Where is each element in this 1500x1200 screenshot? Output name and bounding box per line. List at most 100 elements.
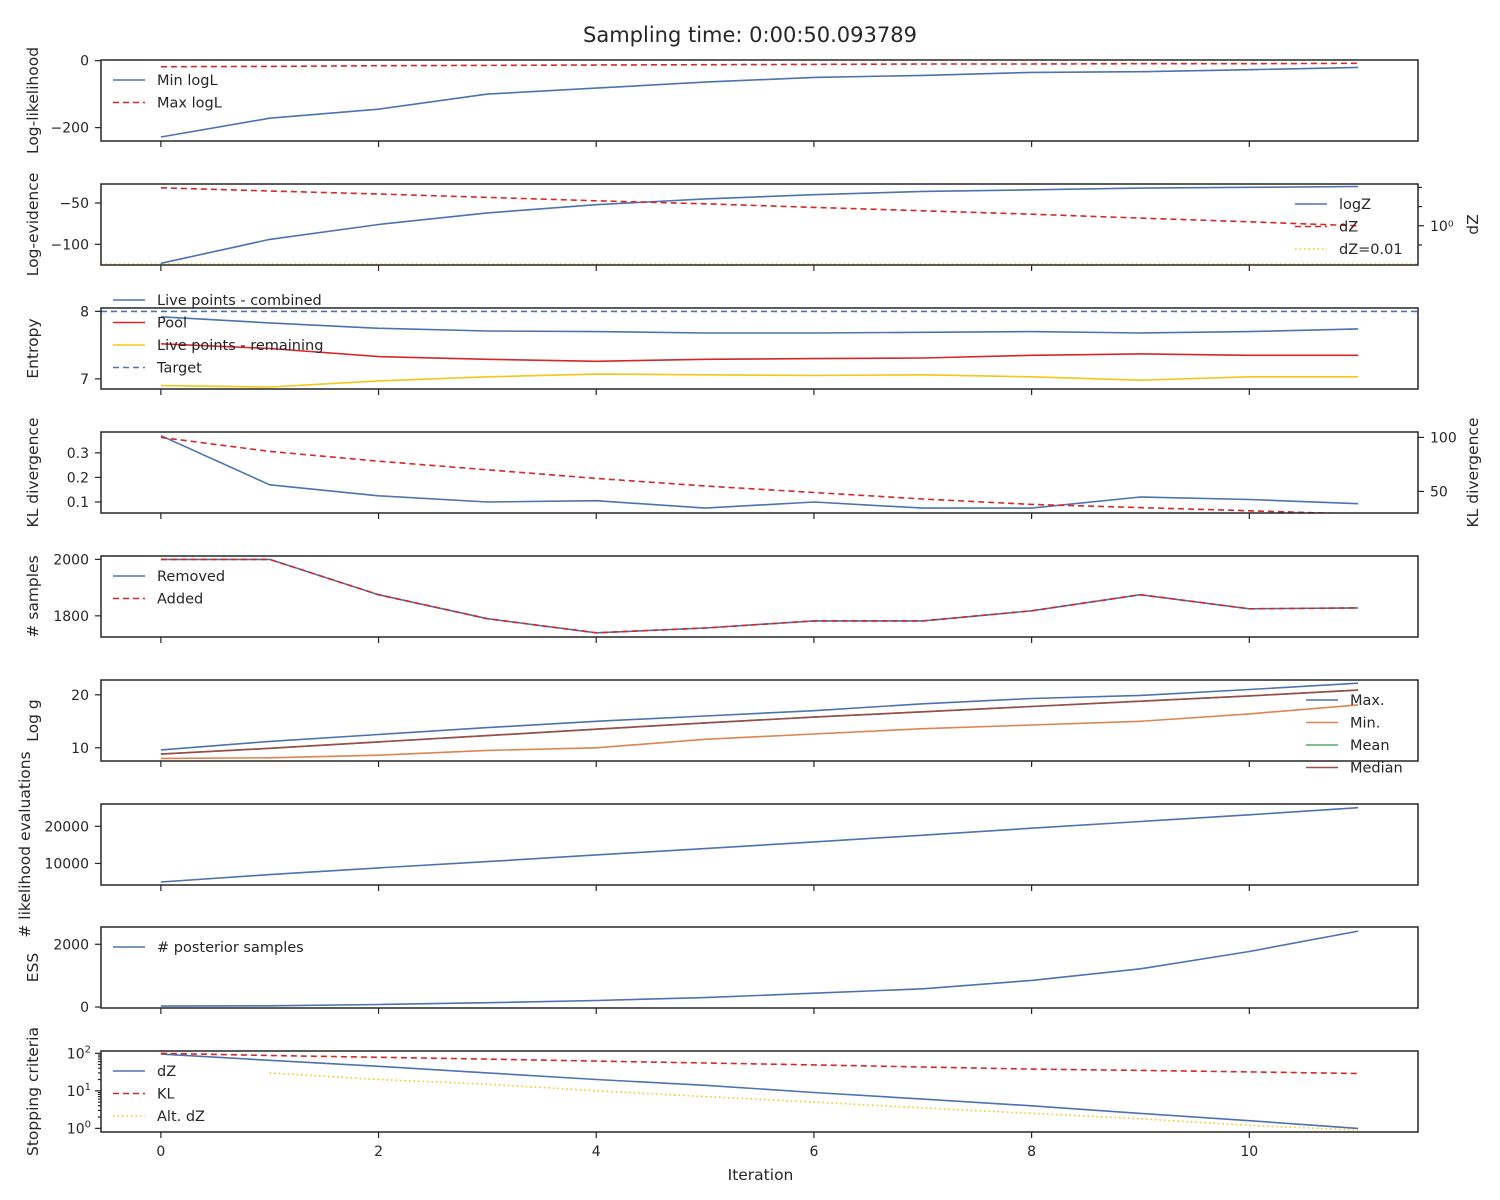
legend-label: # posterior samples — [157, 940, 304, 956]
y-axis-label: Stopping criteria — [24, 1027, 42, 1156]
y-axis-label: # samples — [24, 555, 42, 637]
x-tick-label: 8 — [1027, 1144, 1036, 1160]
panel-6: 20 10 Log g Max. Min. Mean Median — [24, 679, 1419, 777]
legend-label: Min logL — [157, 73, 218, 89]
axes-frame — [100, 431, 1419, 514]
y2-axis-label: KL divergence — [1464, 418, 1482, 528]
y-tick-label: 0.2 — [67, 470, 89, 486]
series-line-logz — [160, 185, 1359, 265]
y2-tick-label: 50 — [1430, 484, 1448, 500]
panel-5: 2000 1800 # samples Removed Added — [24, 552, 1419, 643]
x-tick-label: 10 — [1240, 1144, 1258, 1160]
y-axis-label: Entropy — [24, 318, 42, 378]
panel-2: −50 −100 10⁰ Log-evidence dZ logZ dZ dZ=0.01 — [24, 173, 1482, 277]
x-tick-label: 6 — [809, 1144, 818, 1160]
panels: 0 −200 Log-likelihood Min logL Max logL −50 −1… — [16, 47, 1482, 1184]
legend-label: KL — [157, 1087, 175, 1103]
y-tick-label: 8 — [80, 304, 89, 320]
legend: Removed Added — [113, 569, 225, 608]
x-tick-label: 4 — [592, 1144, 601, 1160]
legend-label: Added — [157, 592, 203, 608]
x-tick-label: 0 — [156, 1144, 165, 1160]
y-tick-label: 0.1 — [67, 495, 89, 511]
axes-frame — [100, 307, 1419, 390]
y-tick-label: 2000 — [53, 552, 89, 568]
legend-label: dZ=0.01 — [1339, 242, 1403, 258]
legend-label: Live points - combined — [157, 293, 322, 309]
axes-frame — [100, 183, 1419, 266]
series-line-min-logl — [160, 66, 1359, 138]
panel-9: 0 2 4 6 8 10 102 101 100 Stopping criteria Iterati… — [24, 1027, 1419, 1184]
y-tick-label: 10 — [71, 741, 89, 757]
axes-frame — [100, 803, 1419, 886]
legend-label: dZ — [157, 1064, 176, 1080]
series-lines — [160, 434, 1359, 513]
y-axis-label: Log g — [24, 699, 42, 741]
x-tick-label: 2 — [374, 1144, 383, 1160]
series-lines — [160, 682, 1359, 760]
series-line-live-points-remaining — [160, 373, 1359, 388]
legend-label: dZ — [1339, 220, 1358, 236]
x-axis-label: Iteration — [728, 1166, 794, 1184]
series-lines — [160, 62, 1359, 138]
series-line-kl — [160, 1052, 1359, 1075]
y-tick-label: 20 — [71, 688, 89, 704]
axes-frame — [100, 926, 1419, 1009]
legend: # posterior samples — [113, 940, 304, 956]
legend: dZ KL Alt. dZ — [113, 1064, 205, 1125]
series-line-posterior-samples — [160, 930, 1359, 1007]
legend-label: Median — [1350, 761, 1403, 777]
series-lines — [160, 1052, 1359, 1131]
y-tick-label: 0 — [80, 1000, 89, 1016]
legend: Min logL Max logL — [113, 73, 222, 112]
y2-tick-label: 100 — [1430, 430, 1457, 446]
axes-frame — [100, 679, 1419, 762]
panel-7: 20000 10000 # likelihood evaluations — [16, 751, 1419, 938]
legend-label: logZ — [1339, 197, 1371, 213]
y-tick-label: 0.3 — [67, 446, 89, 462]
figure-title: Sampling time: 0:00:50.093789 — [583, 23, 917, 47]
y-tick-label: 1800 — [53, 609, 89, 625]
series-line-min — [160, 704, 1359, 760]
series-line-dz — [160, 187, 1359, 227]
legend: Live points - combined Pool Live points - … — [113, 293, 323, 377]
panel-8: 2000 0 ESS # posterior samples — [24, 926, 1419, 1016]
legend: Max. Min. Mean Median — [1306, 693, 1403, 777]
legend-label: Max. — [1350, 693, 1385, 709]
y-tick-label: −50 — [59, 196, 89, 212]
series-line-max — [160, 682, 1359, 751]
series-line-removed — [160, 558, 1359, 634]
legend-label: Min. — [1350, 716, 1380, 732]
series-line-max-logl — [160, 62, 1359, 68]
y-tick-label: −200 — [51, 121, 89, 137]
panel-1: 0 −200 Log-likelihood Min logL Max logL — [24, 47, 1419, 154]
series-lines — [101, 185, 1418, 265]
series-line-pool — [160, 343, 1359, 363]
series-line-live-points-combined — [160, 316, 1359, 334]
series-line-added — [160, 558, 1359, 634]
series-lines — [160, 930, 1359, 1007]
axes-frame — [100, 59, 1419, 142]
series-line-series-1 — [160, 434, 1359, 509]
legend-label: Live points - remaining — [157, 338, 323, 354]
y-tick-label: 2000 — [53, 937, 89, 953]
y2-tick-label: 10⁰ — [1430, 219, 1454, 235]
series-lines — [101, 310, 1418, 388]
legend-label: Max logL — [157, 96, 222, 112]
legend-label: Removed — [157, 569, 225, 585]
legend-label: Mean — [1350, 738, 1390, 754]
legend-label: Target — [156, 361, 202, 377]
series-line-series-1 — [160, 806, 1359, 883]
axes-frame — [100, 1050, 1419, 1133]
y-tick-label: 100 — [67, 1119, 91, 1137]
y-axis-label: KL divergence — [24, 418, 42, 528]
y-tick-label: 101 — [67, 1082, 91, 1100]
series-line-dz — [160, 1053, 1359, 1130]
series-line-series-2 — [160, 436, 1349, 513]
legend-label: Pool — [157, 316, 187, 332]
y-tick-label: −100 — [51, 237, 89, 253]
series-line-median — [160, 689, 1359, 755]
y-axis-label: Log-evidence — [24, 173, 42, 277]
